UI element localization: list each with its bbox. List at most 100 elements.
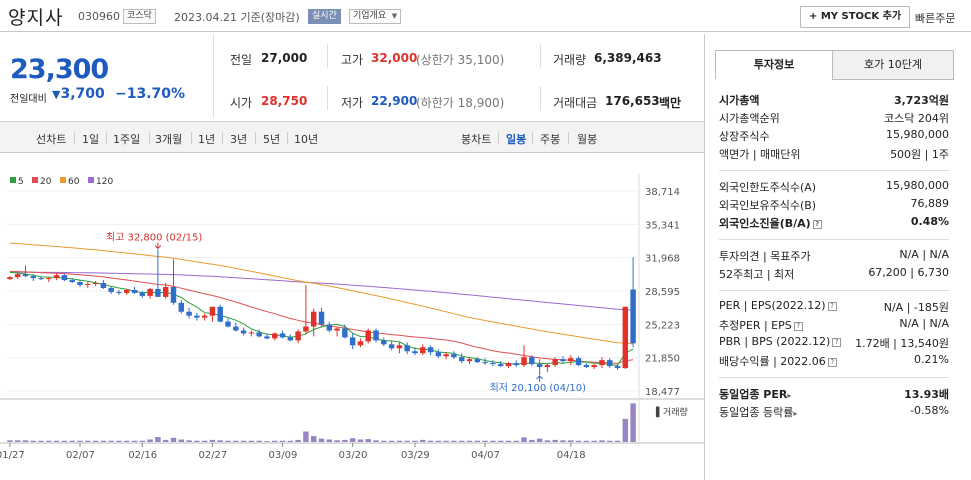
my-stock-add-button[interactable]: + MY STOCK 추가	[800, 6, 911, 28]
divider	[327, 86, 328, 110]
quick-order-link[interactable]: 빠른주문	[915, 12, 956, 25]
market-cap-rank-value: 코스닥 204위	[884, 112, 949, 125]
volume-bar	[388, 440, 395, 442]
volume-bar	[622, 418, 629, 442]
foreign-limit-label: 외국인한도주식수(A)	[719, 181, 817, 194]
prev-close-value: 27,000	[261, 51, 308, 65]
realtime-badge[interactable]: 실시간	[308, 9, 341, 24]
divider	[191, 132, 192, 144]
tab-daily[interactable]: 일봉	[506, 133, 527, 146]
y-tick-label: 28,595	[645, 287, 680, 298]
candle-body	[599, 360, 605, 366]
candle-body	[61, 275, 68, 281]
candle-body	[233, 326, 239, 331]
help-icon[interactable]: ?	[827, 357, 837, 367]
par-value: 500원 | 1주	[890, 148, 949, 161]
help-icon[interactable]: ?	[812, 219, 822, 229]
candle-body	[591, 365, 597, 368]
tab-investment-info[interactable]: 투자정보	[715, 50, 833, 80]
amount-label: 거래대금	[553, 96, 598, 110]
divider	[287, 132, 288, 144]
opinion-label: 투자의견 | 목표주가	[719, 250, 811, 263]
volume-bar	[630, 403, 636, 442]
candle-body	[30, 276, 36, 279]
change-value: 3,700	[60, 86, 105, 102]
y-tick-label: 38,714	[645, 187, 680, 198]
stock-chart[interactable]: 5 20 60 120 38,714 35,341 31,968 28,595 25,223 21…	[0, 153, 704, 480]
volume-label: ▌거래량	[655, 406, 688, 418]
line-chart-label[interactable]: 선차트	[36, 133, 67, 146]
candle-body	[248, 332, 255, 334]
volume-bar	[466, 440, 473, 442]
candle-body	[217, 306, 223, 322]
tab-10y[interactable]: 10년	[294, 133, 319, 146]
candle-body	[575, 358, 582, 366]
ma120-line	[9, 271, 634, 311]
legend-label-ma20: 20	[40, 177, 52, 187]
current-price: 23,300	[10, 54, 109, 85]
volume-bar	[591, 440, 597, 442]
candle-body	[318, 311, 325, 325]
tab-1y[interactable]: 1년	[198, 133, 216, 146]
divider	[719, 377, 949, 378]
industry-per-label[interactable]: 동일업종 PER	[719, 388, 788, 401]
x-tick-label: 02/16	[128, 450, 157, 461]
tab-1d[interactable]: 1일	[82, 133, 100, 146]
candle-body	[124, 289, 130, 293]
industry-rate-label[interactable]: 동일업종 등락률	[719, 406, 794, 419]
volume-bar	[139, 440, 146, 442]
divider	[74, 132, 75, 144]
divider	[255, 132, 256, 144]
candle-body	[373, 330, 379, 341]
candle-body	[466, 359, 473, 362]
candle-body	[544, 365, 551, 368]
divider	[222, 132, 223, 144]
volume-bar	[560, 440, 566, 442]
company-overview-dropdown[interactable]: 기업개요 ▼	[349, 9, 402, 24]
tab-weekly[interactable]: 주봉	[540, 133, 561, 146]
divider	[532, 132, 533, 144]
volume-bar	[46, 440, 52, 442]
tab-monthly[interactable]: 월봉	[577, 133, 598, 146]
y-tick-label: 31,968	[645, 254, 680, 265]
volume-value: 6,389,463	[594, 51, 662, 65]
volume-bar	[116, 440, 122, 442]
tab-3m[interactable]: 3개월	[155, 133, 183, 146]
candle-chart-label[interactable]: 봉차트	[461, 133, 492, 146]
help-icon[interactable]: ?	[827, 301, 837, 311]
divider	[719, 290, 949, 291]
tab-order-book[interactable]: 호가 10단계	[832, 50, 954, 80]
candle-body	[622, 306, 629, 369]
volume-bar	[349, 438, 356, 442]
tab-5y[interactable]: 5년	[263, 133, 281, 146]
help-icon[interactable]: ?	[832, 337, 842, 347]
divider	[106, 132, 107, 144]
help-icon[interactable]: ?	[793, 321, 803, 331]
candle-body	[560, 359, 566, 362]
volume-bar	[614, 440, 621, 442]
pbr-value: 1.72배 | 13,540원	[855, 337, 949, 350]
volume-bar	[310, 436, 317, 442]
candle-body	[100, 283, 107, 288]
tab-1w[interactable]: 1주일	[113, 133, 141, 146]
candle-body	[420, 347, 426, 354]
date-basis: 2023.04.21 기준(장마감)	[174, 11, 300, 24]
volume-bar	[529, 439, 535, 442]
volume-bar	[513, 440, 519, 442]
candle-body	[474, 359, 481, 363]
candle-body	[412, 351, 418, 354]
candle-body	[630, 289, 636, 344]
volume-bar	[233, 440, 239, 442]
pbr-label: PBR | BPS (2022.12)	[719, 335, 831, 348]
stock-code: 030960	[78, 10, 120, 23]
listed-shares-label: 상장주식수	[719, 130, 770, 143]
x-tick-label: 04/07	[471, 450, 500, 461]
volume-label: 거래량	[553, 53, 587, 67]
per-value: N/A | -185원	[883, 301, 949, 314]
candle-body	[279, 333, 286, 338]
candle-body	[53, 275, 60, 279]
volume-bar	[155, 436, 161, 442]
lower-limit: (하한가 18,900)	[416, 96, 505, 110]
volume-bar	[396, 440, 403, 442]
tab-3y[interactable]: 3년	[230, 133, 248, 146]
